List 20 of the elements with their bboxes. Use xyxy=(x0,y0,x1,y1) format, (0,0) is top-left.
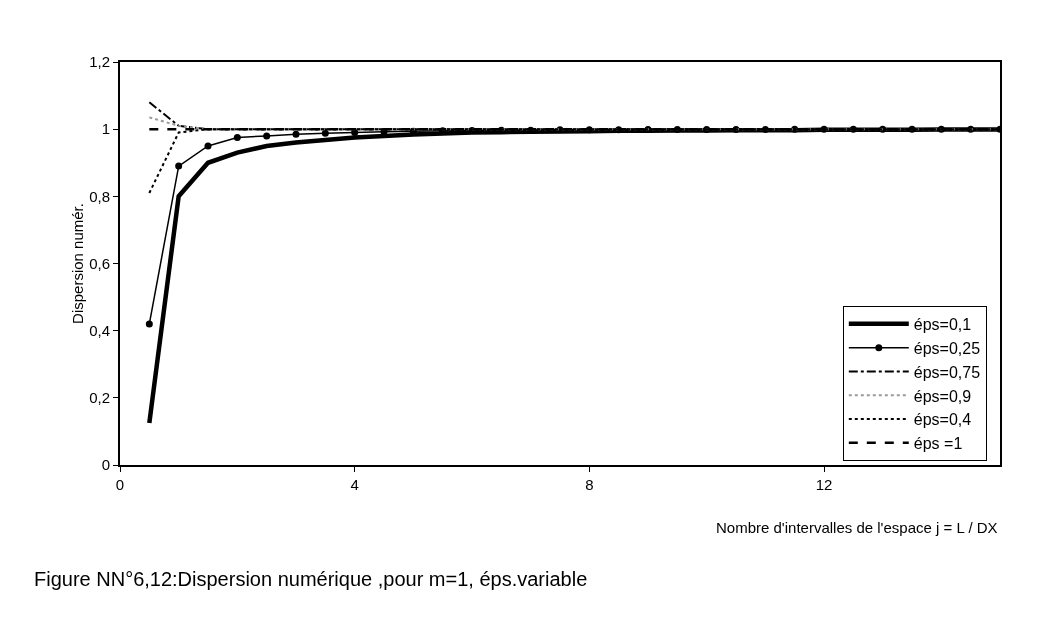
legend-label: éps=0,25 xyxy=(913,339,981,357)
y-tick-label: 0,2 xyxy=(89,389,110,407)
legend-label: éps =1 xyxy=(913,435,963,453)
x-tick-label: 4 xyxy=(350,476,359,493)
x-tick-label: 0 xyxy=(115,476,125,493)
legend-label: éps=0,4 xyxy=(913,411,972,429)
y-tick-label: 0 xyxy=(101,456,110,474)
y-tick-label: 0,6 xyxy=(89,254,110,272)
legend-label: éps=0,9 xyxy=(913,387,972,405)
x-tick-label: 8 xyxy=(585,476,594,493)
text: Figure NN°6,12:Dispersion numérique ,pour m=1, éps.variable xyxy=(34,568,588,590)
y-tick-label: 0,8 xyxy=(89,187,110,205)
legend-label: éps=0,1 xyxy=(913,316,972,334)
y-tick-label: 0,4 xyxy=(89,321,110,339)
y-axis-title: Dispersion numér. xyxy=(68,203,86,324)
legend-label: éps=0,75 xyxy=(913,363,981,381)
y-tick-label: 1 xyxy=(101,120,110,138)
x-axis-title: Nombre d'intervalles de l'espace j = L / DX xyxy=(716,519,998,536)
x-tick-label: 12 xyxy=(815,476,833,493)
y-tick-label: 1,2 xyxy=(89,53,110,71)
